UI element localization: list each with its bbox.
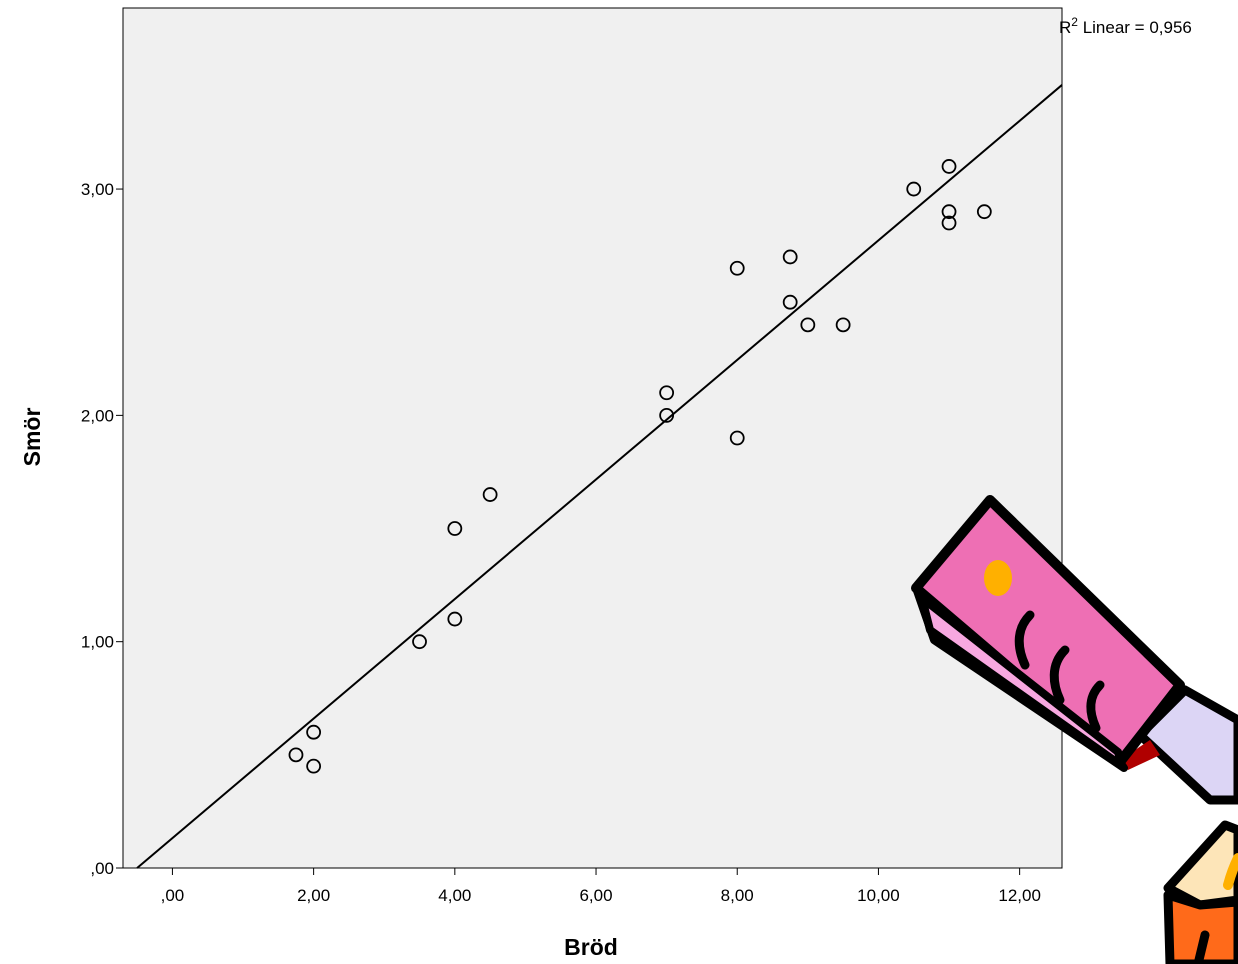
y-tick-label: 3,00 — [81, 180, 114, 199]
knife-clipart-icon — [911, 495, 1238, 964]
x-tick-label: 2,00 — [297, 886, 330, 905]
data-point — [835, 317, 851, 333]
y-tick-label: ,00 — [90, 859, 114, 878]
data-point — [412, 634, 427, 650]
y-axis-title: Smör — [19, 408, 45, 467]
y-axis: ,00 1,00 2,00 3,00 — [81, 180, 123, 878]
data-point — [306, 724, 322, 740]
x-tick-label: 8,00 — [721, 886, 754, 905]
data-point — [941, 215, 957, 231]
data-point — [447, 521, 463, 536]
data-point — [288, 747, 304, 763]
fit-line-layer — [136, 84, 1063, 869]
x-tick-label: 10,00 — [857, 886, 900, 905]
x-tick-label: ,00 — [161, 886, 185, 905]
data-point — [782, 294, 798, 310]
data-point — [729, 430, 745, 446]
x-tick-label: 6,00 — [579, 886, 612, 905]
x-tick-label: 12,00 — [998, 886, 1041, 905]
r2-superscript: 2 — [1071, 15, 1078, 29]
data-point — [941, 204, 957, 220]
x-axis-title: Bröd — [564, 934, 618, 960]
data-point — [906, 181, 922, 197]
data-point — [306, 758, 322, 774]
y-tick-label: 1,00 — [81, 633, 114, 652]
x-axis: ,00 2,00 4,00 6,00 8,00 10,00 12,00 — [161, 868, 1041, 905]
y-tick-label: 2,00 — [81, 406, 114, 425]
data-point — [482, 487, 498, 502]
data-point — [729, 260, 745, 276]
data-point — [659, 407, 675, 423]
r2-text: Linear = 0,956 — [1078, 18, 1192, 37]
data-point — [782, 249, 798, 265]
r2-label: R2 Linear = 0,956 — [1059, 15, 1192, 37]
data-point — [941, 159, 957, 174]
r2-prefix: R — [1059, 18, 1071, 37]
data-point — [976, 204, 992, 220]
data-point — [447, 611, 463, 627]
x-tick-label: 4,00 — [438, 886, 471, 905]
data-point — [800, 317, 816, 333]
fit-line — [136, 84, 1063, 869]
plot-area — [122, 7, 1063, 869]
points-layer — [288, 159, 992, 774]
data-point — [659, 385, 675, 401]
